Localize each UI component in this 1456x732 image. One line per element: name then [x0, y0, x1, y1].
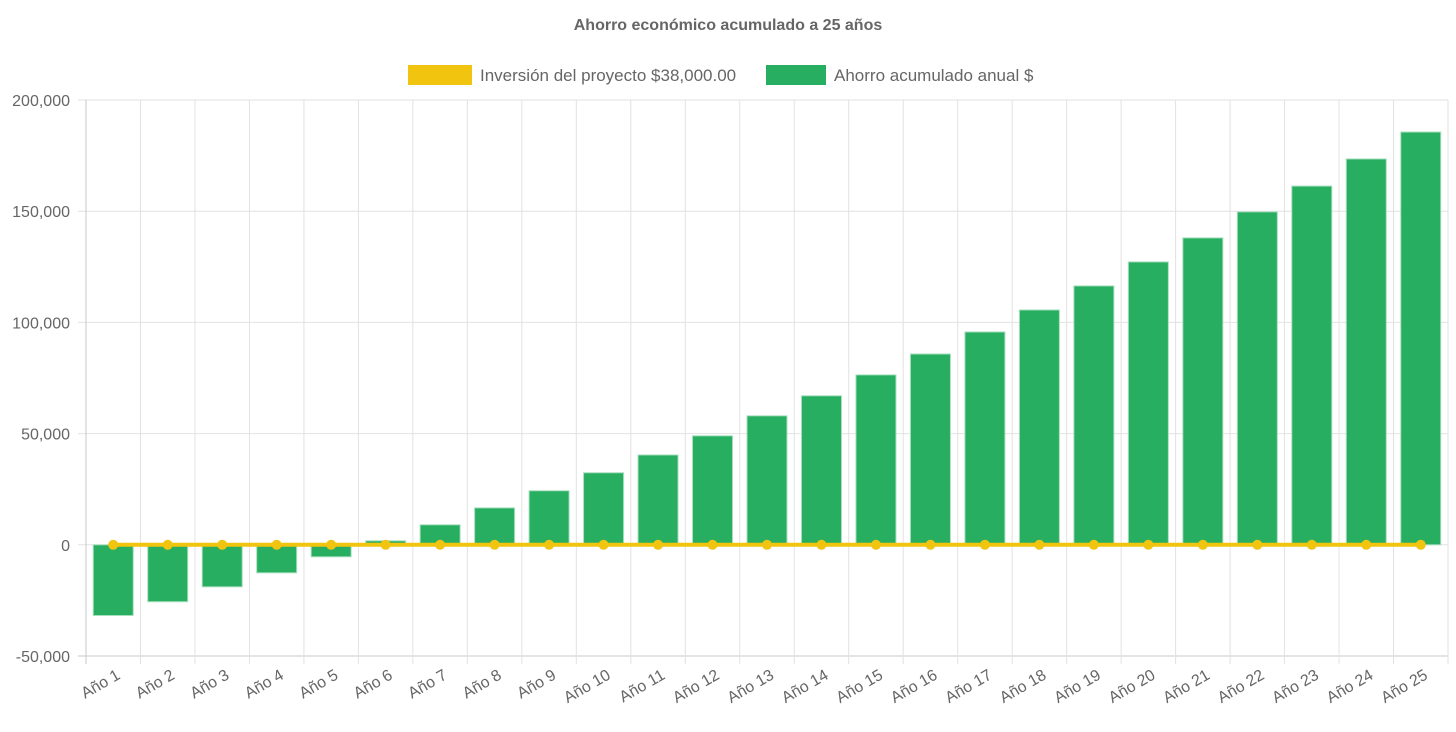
x-tick-label: Año 12 [670, 667, 723, 707]
x-tick-label: Año 4 [242, 667, 287, 703]
line-point [489, 539, 500, 550]
line-point [653, 539, 664, 550]
line-point [1197, 539, 1208, 550]
x-tick-label: Año 10 [561, 667, 614, 707]
bar [692, 435, 734, 546]
x-tick-label: Año 13 [725, 667, 778, 707]
bar [583, 472, 625, 546]
x-tick-label: Año 19 [1051, 667, 1104, 707]
line-point [435, 539, 446, 550]
legend[interactable]: Inversión del proyecto $38,000.00 Ahorro … [408, 65, 1034, 85]
bar [1073, 285, 1115, 546]
x-tick-label: Año 3 [187, 667, 232, 703]
line-point [816, 539, 827, 550]
x-tick-label: Año 7 [405, 667, 450, 703]
bar [855, 374, 897, 546]
line-point [1361, 539, 1372, 550]
line-point [326, 539, 337, 550]
line-point [762, 539, 772, 550]
x-tick-label: Año 17 [942, 667, 995, 707]
y-tick-label: 50,000 [21, 427, 70, 444]
y-tick-label: 0 [61, 538, 70, 555]
bar [1018, 309, 1060, 546]
line-point [1034, 539, 1045, 550]
line-point [544, 539, 555, 550]
x-tick-label: Año 23 [1269, 667, 1322, 707]
x-tick-label: Año 2 [133, 667, 178, 703]
bar [964, 331, 1006, 546]
bar [800, 395, 842, 546]
bar [92, 544, 134, 617]
y-tick-label: 150,000 [12, 204, 70, 221]
line-point [870, 539, 881, 550]
line-point [1143, 539, 1154, 550]
x-tick-label: Año 6 [351, 667, 396, 703]
x-tick-label: Año 16 [888, 667, 941, 707]
line-point [925, 539, 936, 550]
legend-swatch-investment[interactable] [408, 65, 472, 85]
bar [746, 415, 788, 546]
line-point [598, 539, 609, 550]
y-tick-label: 100,000 [12, 315, 70, 332]
line-point [979, 539, 990, 550]
line-series [108, 539, 1426, 550]
grid [78, 99, 1449, 664]
bar [909, 353, 951, 546]
y-tick-label: -50,000 [16, 649, 70, 666]
bar [1182, 237, 1224, 546]
bar [1236, 211, 1278, 546]
x-tick-label: Año 14 [779, 667, 832, 707]
bar [1127, 261, 1169, 546]
line-point [1252, 539, 1263, 550]
bars [92, 131, 1442, 617]
y-tick-label: 200,000 [12, 93, 70, 110]
x-tick-label: Año 24 [1324, 667, 1377, 707]
x-tick-label: Año 18 [997, 667, 1050, 707]
bar [1400, 131, 1442, 546]
x-tick-label: Año 15 [834, 667, 887, 707]
line-point [217, 539, 228, 550]
x-tick-label: Año 21 [1160, 667, 1213, 707]
bar [474, 507, 516, 546]
line-point [380, 539, 391, 550]
bar [528, 490, 570, 546]
x-tick-label: Año 5 [296, 667, 341, 703]
x-tick-label: Año 11 [617, 667, 668, 707]
bar [1345, 158, 1387, 546]
x-tick-label: Año 1 [79, 667, 124, 703]
x-tick-label: Año 8 [460, 667, 505, 703]
chart-title: Ahorro económico acumulado a 25 años [574, 17, 883, 34]
x-tick-label: Año 25 [1378, 667, 1431, 707]
line-point [1306, 539, 1317, 550]
line-point [162, 539, 173, 550]
bar [637, 454, 679, 546]
legend-label-investment[interactable]: Inversión del proyecto $38,000.00 [480, 66, 736, 85]
x-tick-label: Año 9 [514, 667, 559, 703]
bar [201, 544, 243, 588]
bar [1291, 185, 1333, 546]
line-point [1415, 539, 1426, 550]
x-tick-label: Año 20 [1106, 667, 1159, 707]
line-point [1088, 539, 1099, 550]
bar [147, 544, 189, 603]
line-point [108, 539, 119, 550]
line-point [271, 539, 282, 550]
legend-label-savings[interactable]: Ahorro acumulado anual $ [834, 66, 1034, 85]
line-point [707, 539, 718, 550]
legend-swatch-savings[interactable] [766, 65, 826, 85]
x-tick-label: Año 22 [1215, 667, 1268, 707]
